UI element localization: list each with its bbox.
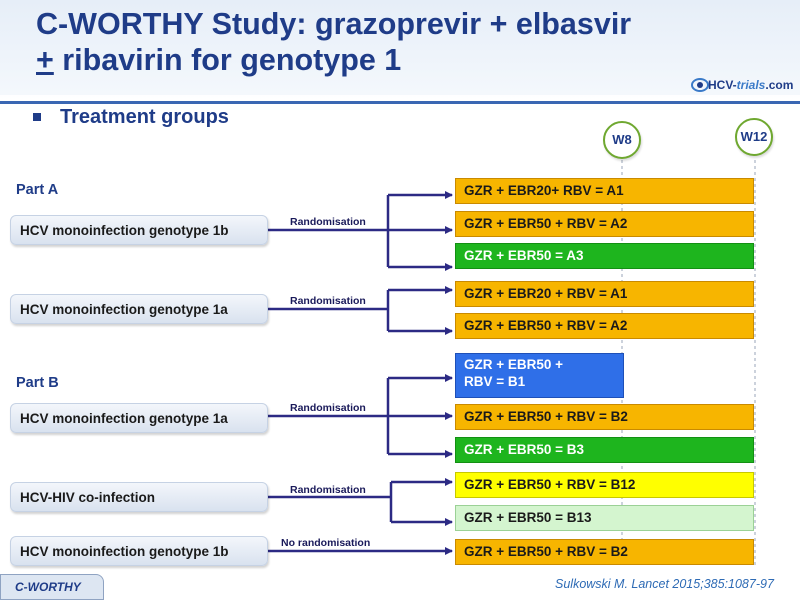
header-band — [0, 0, 800, 95]
arm-b2-1b: GZR + EBR50 + RBV = B2 — [455, 539, 754, 565]
arm-a1-1a: GZR + EBR20 + RBV = A1 — [455, 281, 754, 307]
title-line-2-text: ribavirin for genotype 1 — [53, 43, 402, 77]
bullet-icon — [33, 113, 41, 121]
arm-b1: GZR + EBR50 + RBV = B1 — [455, 353, 624, 398]
week-12-marker: W12 — [735, 118, 773, 156]
header-divider — [0, 101, 800, 104]
population-box-1: HCV monoinfection genotype 1b — [10, 215, 268, 245]
population-box-3: HCV monoinfection genotype 1a — [10, 403, 268, 433]
population-box-5: HCV monoinfection genotype 1b — [10, 536, 268, 566]
population-box-4: HCV-HIV co-infection — [10, 482, 268, 512]
arm-b2-1a: GZR + EBR50 + RBV = B2 — [455, 404, 754, 430]
arm-b3: GZR + EBR50 = B3 — [455, 437, 754, 463]
no-randomisation-label: No randomisation — [281, 537, 371, 549]
part-b-label: Part B — [16, 375, 59, 391]
logo-italic: trials — [736, 78, 766, 92]
title-line-1: C-WORTHY Study: grazoprevir + elbasvir — [36, 7, 632, 41]
arm-a2-1a: GZR + EBR50 + RBV = A2 — [455, 313, 754, 339]
randomisation-label-2: Randomisation — [290, 295, 366, 307]
arm-b12: GZR + EBR50 + RBV = B12 — [455, 472, 754, 498]
logo-swoosh-icon — [691, 78, 709, 92]
arm-a3-1b: GZR + EBR50 = A3 — [455, 243, 754, 269]
randomisation-label-3: Randomisation — [290, 402, 366, 414]
slide-title: C-WORTHY Study: grazoprevir + elbasvir +… — [36, 6, 756, 78]
arm-a2-1b: GZR + EBR50 + RBV = A2 — [455, 211, 754, 237]
part-a-label: Part A — [16, 182, 59, 198]
arm-b13: GZR + EBR50 = B13 — [455, 505, 754, 531]
subtitle: Treatment groups — [60, 106, 229, 128]
logo-suffix: .com — [765, 78, 794, 92]
arm-b1-line2: RBV = B1 — [464, 374, 526, 389]
population-box-2: HCV monoinfection genotype 1a — [10, 294, 268, 324]
randomisation-label-1: Randomisation — [290, 216, 366, 228]
arm-a1-1b: GZR + EBR20+ RBV = A1 — [455, 178, 754, 204]
logo-main: HCV- — [708, 78, 737, 92]
plus-minus-symbol: + — [36, 43, 54, 77]
randomisation-label-4: Randomisation — [290, 484, 366, 496]
arm-b1-line1: GZR + EBR50 + — [464, 357, 564, 372]
title-line-2: + ribavirin for genotype 1 — [36, 42, 756, 78]
footer-study-tab: C-WORTHY — [0, 574, 104, 600]
logo-text: HCV-trials.com — [708, 78, 793, 92]
citation: Sulkowski M. Lancet 2015;385:1087-97 — [555, 577, 774, 591]
week-8-marker: W8 — [603, 121, 641, 159]
